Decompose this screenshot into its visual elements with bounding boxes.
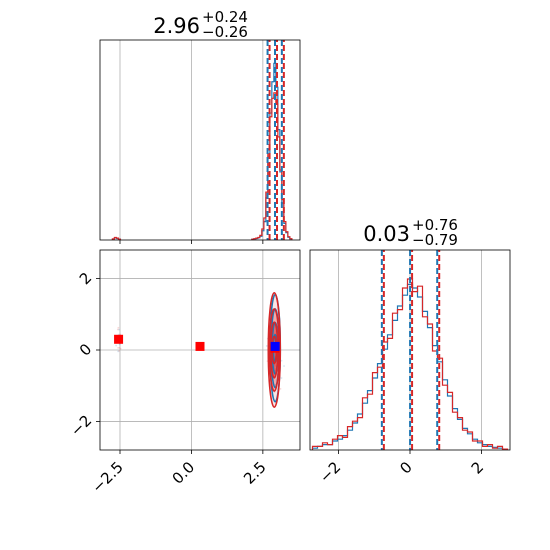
joint-scatter-point-65 (265, 345, 268, 347)
marginal-x-title-upper: +0.24 (202, 8, 248, 26)
marginal-x-ticks (119, 240, 264, 244)
joint-scatter-point-8 (118, 346, 121, 349)
marginal-y-title-lower: −0.79 (412, 231, 458, 249)
joint-xtick-label-2: 2.5 (240, 458, 270, 488)
marginal-y-title-value: 0.03 (363, 222, 410, 246)
joint-marker-red-2 (195, 341, 205, 351)
joint-scatter-point-109 (280, 359, 283, 362)
joint-scatter-point-4 (117, 346, 120, 349)
joint-scatter-point-2 (118, 350, 120, 352)
joint-scatter-point-55 (280, 377, 283, 379)
marginal-y-tick-label-2: 2 (468, 458, 487, 477)
joint-ytick-label-0: −2 (67, 412, 95, 440)
joint-ticks: −2.5 0.0 2.5 −2 0 2 (67, 269, 270, 497)
marginal-x-title-lower: −0.26 (202, 23, 248, 41)
joint-contour-red-3 (267, 292, 282, 408)
joint-scatter-point-20 (119, 347, 122, 350)
joint-scatter-point-11 (117, 350, 119, 353)
joint-scatter-point-7 (118, 328, 120, 331)
joint-xtick-label-0: −2.5 (88, 458, 126, 496)
joint-ytick-label-2: 2 (76, 269, 95, 288)
joint-scatter-point-75 (283, 365, 285, 367)
joint-markers (114, 334, 280, 353)
joint-scatter-point-13 (115, 344, 118, 347)
joint-xtick-label-1: 0.0 (169, 458, 199, 488)
joint-marker-red-1 (114, 334, 124, 344)
marginal-y-tick-label-0: −2 (316, 458, 344, 486)
joint-panel: −2.5 0.0 2.5 −2 0 2 (67, 249, 301, 497)
marginal-y-quantile-lines (380, 250, 441, 450)
joint-scatter-point-64 (279, 387, 282, 390)
marginal-x-panel: 2.96 +0.24 −0.26 (99, 8, 301, 244)
joint-scatter-point-21 (118, 343, 121, 346)
marginal-y-ticks: −2 0 2 (316, 450, 487, 486)
marginal-x-frame (99, 39, 301, 241)
marginal-x-histograms (111, 62, 293, 240)
marginal-x-title-value: 2.96 (153, 14, 200, 38)
marginal-y-panel: 0.03 +0.76 −0.79 −2 0 2 (309, 216, 511, 486)
joint-ytick-label-1: 0 (76, 340, 95, 359)
marginal-x-gridlines (119, 40, 264, 240)
marginal-y-title-upper: +0.76 (412, 216, 458, 234)
marginal-x-histogram-series-0 (111, 62, 293, 240)
joint-marker-blue (270, 341, 280, 351)
joint-scatter-point-10 (116, 328, 119, 331)
marginal-x-quantile-lines (266, 40, 285, 240)
marginal-x-histogram-series-1 (111, 92, 293, 240)
marginal-y-tick-label-1: 0 (396, 458, 415, 477)
joint-scatter-point-18 (117, 326, 120, 329)
